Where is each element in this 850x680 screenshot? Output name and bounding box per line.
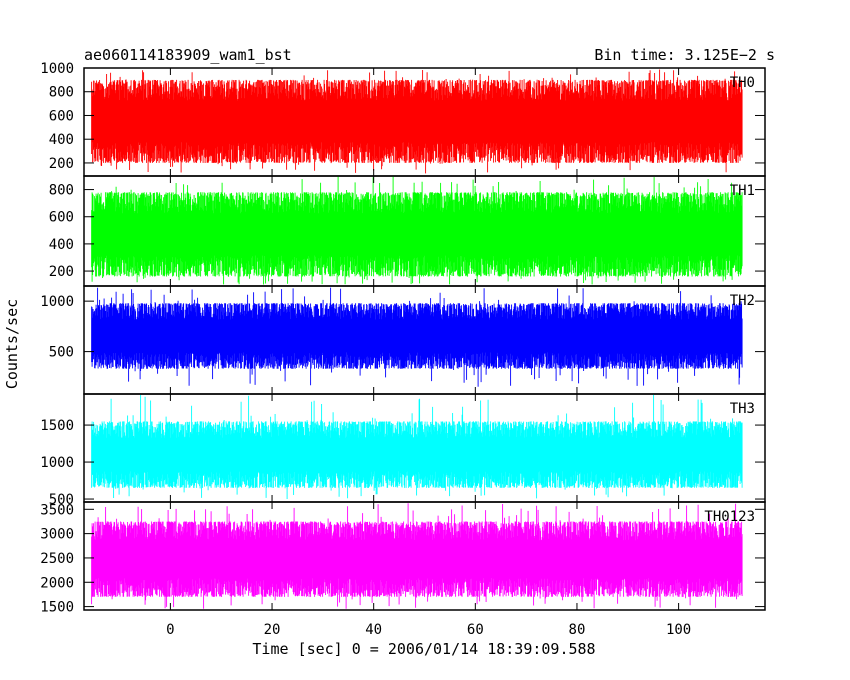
y-tick-label-th1-600: 600 bbox=[49, 210, 74, 226]
panels-group: 200 400 600 800 1000 TH0 200 400 600 800 TH1 500 100… bbox=[40, 61, 766, 616]
y-tick-label-th0123-3000: 3000 bbox=[40, 527, 74, 543]
series-th3-trace bbox=[91, 394, 743, 499]
x-tick-label-80: 80 bbox=[569, 622, 586, 638]
series-th1-trace bbox=[91, 176, 743, 285]
y-tick-label-th0-800: 800 bbox=[49, 85, 74, 101]
x-tick-label-20: 20 bbox=[264, 622, 281, 638]
y-axis-label: Counts/sec bbox=[3, 299, 21, 389]
chart-title-right: Bin time: 3.125E−2 s bbox=[594, 46, 775, 64]
x-axis: 0 20 40 60 80 100 bbox=[166, 622, 691, 638]
series-label-th0: TH0 bbox=[730, 75, 755, 91]
series-label-th0123: TH0123 bbox=[704, 509, 755, 525]
y-tick-label-th0123-2000: 2000 bbox=[40, 575, 74, 591]
y-tick-label-th1-400: 400 bbox=[49, 237, 74, 253]
y-tick-label-th0123-1500: 1500 bbox=[40, 600, 74, 616]
series-th0123-trace bbox=[91, 503, 743, 609]
series-label-th3: TH3 bbox=[730, 401, 755, 417]
x-tick-label-100: 100 bbox=[666, 622, 691, 638]
y-tick-label-th0-200: 200 bbox=[49, 156, 74, 172]
chart-title-left: ae060114183909_wam1_bst bbox=[84, 46, 292, 64]
x-axis-label: Time [sec] 0 = 2006/01/14 18:39:09.588 bbox=[252, 640, 595, 658]
y-tick-label-th3-1000: 1000 bbox=[40, 455, 74, 471]
panel-th1: 200 400 600 800 TH1 bbox=[49, 175, 766, 287]
y-tick-label-th3-500: 500 bbox=[49, 492, 74, 508]
y-tick-label-th3-1500: 1500 bbox=[40, 418, 74, 434]
x-tick-label-40: 40 bbox=[365, 622, 382, 638]
y-tick-label-th1-200: 200 bbox=[49, 264, 74, 280]
y-tick-label-th1-800: 800 bbox=[49, 183, 74, 199]
series-th2-trace bbox=[91, 287, 743, 387]
panel-th0: 200 400 600 800 1000 TH0 bbox=[40, 61, 766, 177]
x-tick-label-60: 60 bbox=[467, 622, 484, 638]
x-tick-label-0: 0 bbox=[166, 622, 174, 638]
y-tick-label-th0-1000: 1000 bbox=[40, 61, 74, 77]
panel-th0123: 1500 2000 2500 3000 3500 TH0123 bbox=[40, 501, 766, 616]
y-tick-label-th0123-2500: 2500 bbox=[40, 551, 74, 567]
series-label-th2: TH2 bbox=[730, 293, 755, 309]
y-tick-label-th2-500: 500 bbox=[49, 345, 74, 361]
series-label-th1: TH1 bbox=[730, 183, 755, 199]
y-tick-label-th0-600: 600 bbox=[49, 108, 74, 124]
y-tick-label-th0-400: 400 bbox=[49, 132, 74, 148]
panel-th0123-frame bbox=[83, 501, 766, 611]
series-th0-trace bbox=[91, 69, 743, 174]
y-tick-label-th2-1000: 1000 bbox=[40, 294, 74, 310]
panel-th3: 500 1000 1500 TH3 bbox=[40, 393, 766, 508]
panel-th2: 500 1000 TH2 bbox=[40, 285, 766, 395]
y-tick-label-th0123-3500: 3500 bbox=[40, 502, 74, 518]
